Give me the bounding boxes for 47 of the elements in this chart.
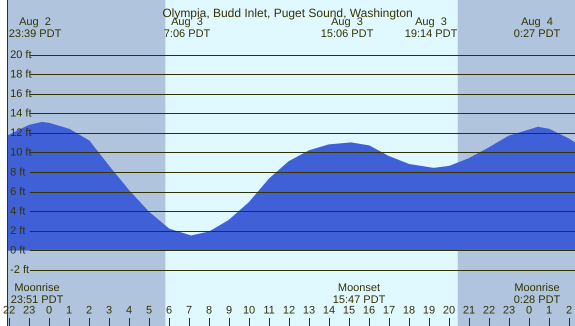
x-tick-label: 1 [66, 304, 72, 316]
x-tick-label: 16 [362, 304, 376, 316]
x-tick-label: 6 [166, 304, 172, 316]
annotation: Aug 2 23:39 PDT [8, 16, 62, 40]
x-tick-label: 5 [146, 304, 152, 316]
x-tick-label: 3 [106, 304, 112, 316]
x-tick-label: 8 [206, 304, 212, 316]
x-tick-label: 23 [22, 304, 36, 316]
x-tick-label: 23 [502, 304, 516, 316]
annotation: Moonrise 0:28 PDT [514, 282, 561, 306]
x-tick-label: 0 [526, 304, 532, 316]
x-tick-label: 0 [46, 304, 52, 316]
annotation: Aug 3 15:06 PDT [320, 16, 374, 40]
y-tick-label: -2 ft [10, 264, 30, 276]
x-tick-label: 10 [242, 304, 256, 316]
y-tick-label: 12 ft [10, 127, 32, 140]
x-tick-label: 2 [86, 304, 92, 316]
x-tick-label: 17 [382, 304, 396, 316]
y-tick-label: 6 ft [10, 186, 26, 198]
x-tick-label: 14 [322, 304, 336, 316]
annotation: Aug 3 19:14 PDT [404, 16, 458, 40]
x-tick-label: 15 [342, 304, 356, 316]
y-tick-label: 8 ft [10, 166, 26, 178]
annotation: Moonset 15:47 PDT [332, 282, 386, 306]
y-tick-label: 2 ft [10, 225, 26, 238]
x-tick-label: 12 [282, 304, 296, 316]
y-tick-label: 10 ft [10, 146, 32, 159]
annotation: Moonrise 23:51 PDT [10, 282, 64, 306]
y-tick-label: 18 ft [10, 68, 32, 80]
x-tick-label: 1 [546, 304, 552, 316]
x-tick-label: 22 [482, 304, 496, 316]
x-tick-label: 13 [302, 304, 316, 316]
x-tick-label: 21 [462, 304, 476, 316]
x-tick-label: 11 [263, 304, 275, 316]
x-tick-label: 2 [566, 304, 572, 316]
x-tick-label: 20 [442, 304, 456, 316]
y-tick-label: 4 ft [10, 205, 26, 218]
y-tick-label: 20 ft [10, 48, 32, 61]
x-tick-label: 7 [186, 304, 192, 316]
y-tick-label: 16 ft [10, 88, 32, 100]
y-tick-label: 0 ft [10, 244, 26, 257]
x-tick-label: 19 [422, 304, 436, 316]
x-tick-label: 18 [402, 304, 416, 316]
y-tick-label: 14 ft [10, 108, 32, 120]
x-tick-label: 9 [226, 304, 232, 316]
x-tick-label: 4 [126, 304, 132, 316]
annotation: Aug 4 0:27 PDT [514, 16, 561, 40]
